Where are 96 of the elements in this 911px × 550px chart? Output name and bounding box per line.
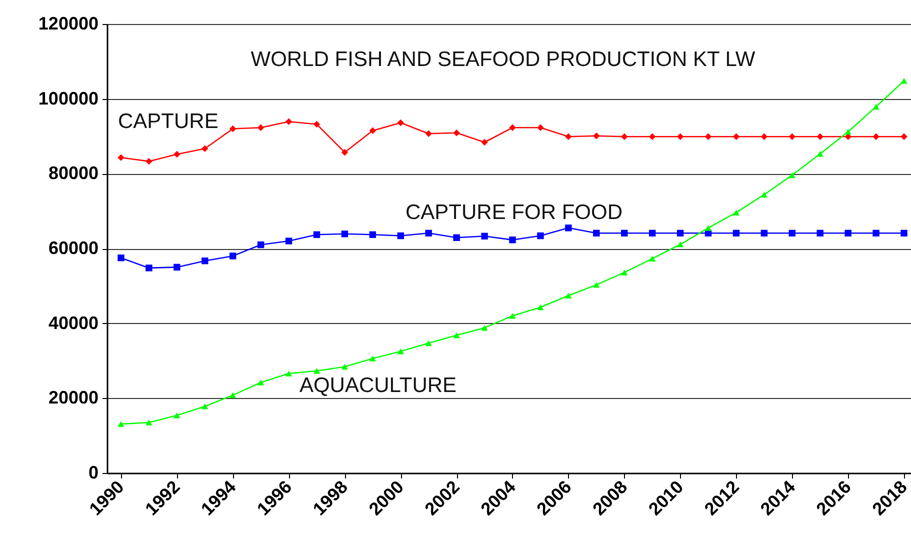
point: [425, 130, 432, 137]
point: [593, 230, 600, 237]
point: [369, 127, 376, 134]
point: [732, 210, 740, 216]
point: [788, 133, 796, 140]
point: [509, 312, 516, 319]
point: [565, 292, 572, 299]
point: [704, 225, 712, 231]
point: [593, 132, 600, 140]
point: [285, 370, 292, 376]
point: [229, 252, 236, 260]
y-tick-label: 20000: [48, 388, 98, 408]
point: [872, 230, 880, 237]
point: [816, 150, 824, 157]
point: [565, 133, 572, 140]
point: [481, 232, 488, 240]
point: [676, 241, 684, 248]
point: [648, 256, 656, 262]
point: [453, 332, 460, 338]
point: [257, 124, 264, 131]
point: [118, 154, 124, 161]
point: [257, 380, 264, 386]
point: [593, 282, 600, 288]
point: [118, 421, 124, 427]
point: [704, 133, 712, 140]
point: [816, 230, 824, 237]
point: [202, 145, 208, 152]
point: [341, 230, 348, 238]
point: [648, 133, 656, 140]
point: [844, 230, 852, 237]
point: [872, 133, 880, 140]
point: [621, 270, 628, 276]
point: [174, 264, 180, 271]
point: [788, 172, 796, 178]
point: [202, 403, 208, 410]
point: [537, 304, 544, 310]
point: [900, 230, 908, 237]
point: [202, 257, 208, 264]
y-tick-label: 60000: [48, 238, 98, 258]
point: [397, 348, 404, 354]
point: [481, 138, 488, 146]
point: [788, 230, 796, 237]
text: WORLD FISH AND SEAFOOD PRODUCTION KT LW: [250, 48, 756, 71]
point: [174, 412, 180, 418]
point: [257, 241, 264, 248]
point: [844, 128, 852, 135]
point: [481, 324, 488, 331]
point: [509, 236, 516, 244]
point: [229, 125, 236, 132]
point: [146, 420, 152, 426]
point: [285, 238, 292, 244]
series-label: CAPTURE FOR FOOD: [405, 201, 623, 224]
point: [229, 392, 236, 398]
point: [900, 133, 908, 140]
point: [676, 230, 684, 237]
point: [146, 264, 152, 272]
point: [341, 364, 348, 370]
point: [118, 254, 124, 262]
point: [453, 130, 460, 136]
point: [313, 368, 320, 374]
point: [621, 133, 628, 140]
point: [872, 104, 880, 110]
point: [565, 224, 572, 232]
point: [369, 231, 376, 238]
point: [676, 133, 684, 140]
point: [621, 230, 628, 237]
y-tick-label: 0: [88, 462, 98, 482]
point: [425, 230, 432, 237]
series-label: CAPTURE: [118, 110, 218, 133]
point: [509, 124, 516, 131]
point: [816, 133, 824, 140]
point: [397, 119, 404, 126]
point: [369, 356, 376, 362]
y-tick-label: 80000: [48, 163, 98, 184]
series-label: AQUACULTURE: [299, 374, 457, 397]
point: [313, 231, 320, 238]
point: [760, 133, 768, 140]
point: [397, 232, 404, 240]
point: [537, 232, 544, 240]
point: [313, 120, 320, 128]
y-tick-label: 40000: [48, 312, 98, 333]
point: [174, 150, 180, 158]
point: [732, 133, 740, 140]
point: [425, 340, 432, 346]
y-tick-label: 100000: [38, 88, 98, 108]
point: [760, 230, 768, 237]
point: [453, 234, 460, 242]
point: [146, 158, 152, 165]
point: [537, 124, 544, 131]
point: [900, 78, 908, 84]
point: [341, 148, 348, 156]
point: [285, 118, 292, 126]
point: [760, 192, 768, 198]
point: [732, 230, 740, 237]
y-tick-label: 120000: [38, 14, 98, 34]
point: [648, 230, 656, 237]
